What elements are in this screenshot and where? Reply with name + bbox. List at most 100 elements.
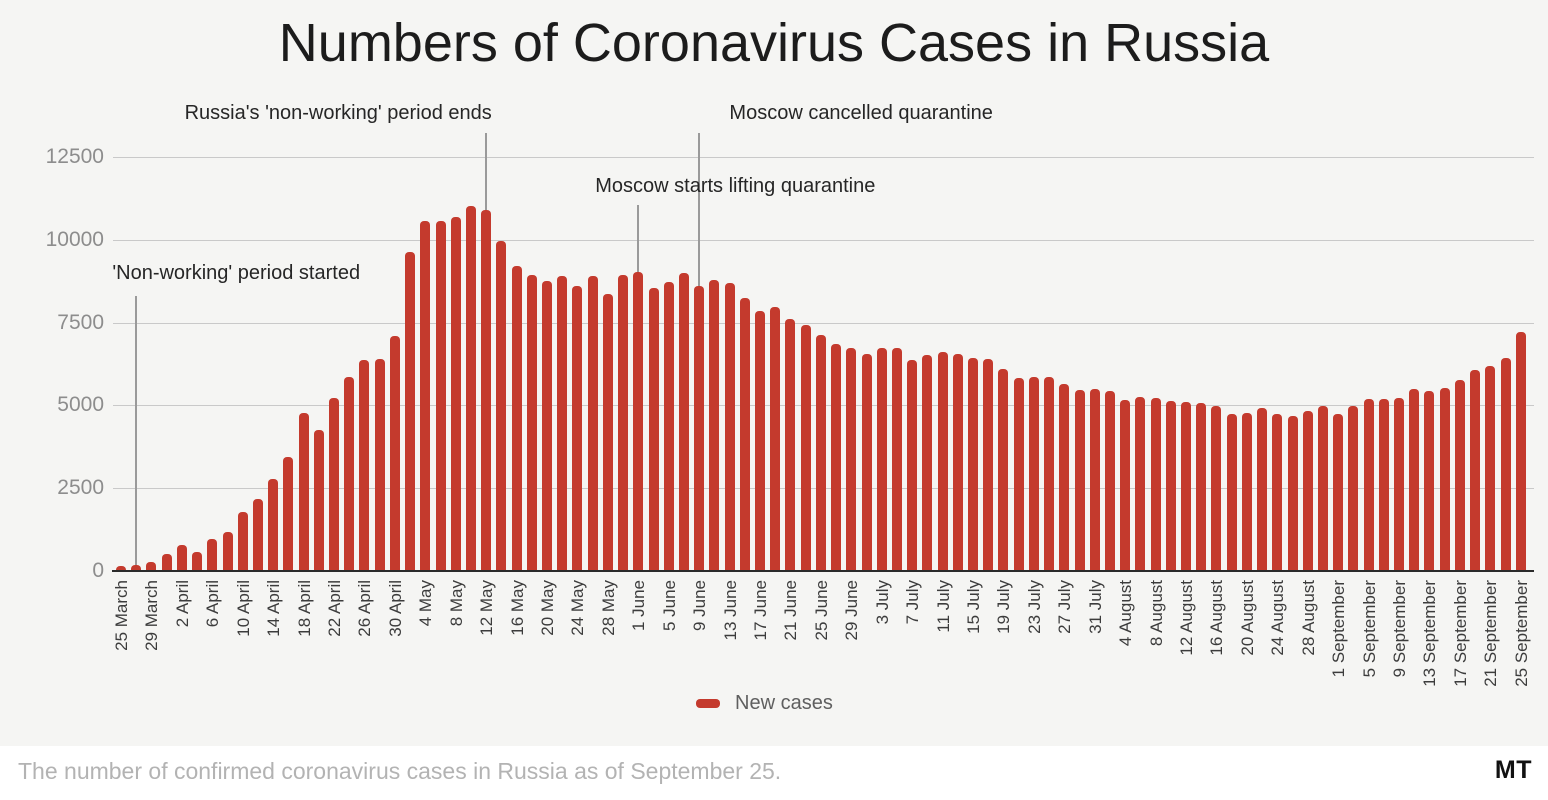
gridline xyxy=(113,239,1534,241)
legend-swatch xyxy=(696,699,720,708)
gridline xyxy=(113,322,1534,324)
bar xyxy=(1104,391,1115,571)
x-axis-label-text: 28 August xyxy=(1298,580,1318,656)
x-axis-label: 20 August xyxy=(1237,580,1257,700)
x-axis-label-text: 11 July xyxy=(933,580,953,633)
x-axis-label-text: 17 September xyxy=(1450,580,1470,687)
x-axis-label: 12 August xyxy=(1176,580,1196,700)
bar xyxy=(1363,398,1374,571)
x-axis-label-text: 22 April xyxy=(325,580,344,637)
x-axis-line xyxy=(112,570,1534,572)
bar xyxy=(252,498,263,571)
annotation-label: Moscow cancelled quarantine xyxy=(729,102,993,124)
bar xyxy=(1317,405,1328,571)
bar xyxy=(876,348,887,571)
x-axis-label: 23 July xyxy=(1024,580,1044,700)
bar xyxy=(815,335,826,571)
bar xyxy=(1165,401,1176,571)
x-axis-label: 16 August xyxy=(1206,580,1226,700)
x-axis-label-text: 15 July xyxy=(964,580,984,634)
bar xyxy=(907,360,918,571)
bar xyxy=(435,221,446,571)
x-axis-label-text: 9 June xyxy=(690,580,710,632)
x-axis-label: 28 August xyxy=(1298,580,1318,700)
x-axis-label-text: 29 June xyxy=(842,580,862,641)
bar xyxy=(694,286,705,571)
bar xyxy=(344,377,355,571)
bar xyxy=(1059,384,1070,571)
x-axis-label-text: 1 June xyxy=(629,580,649,632)
x-axis-label-text: 31 July xyxy=(1085,580,1105,634)
x-axis-label-text: 27 July xyxy=(1055,580,1075,634)
bar xyxy=(861,353,872,571)
x-axis-label-text: 16 May xyxy=(507,580,527,636)
bar xyxy=(146,562,157,571)
x-axis-label: 28 May xyxy=(598,580,618,700)
x-axis-label-text: 12 August xyxy=(1177,580,1197,656)
bar xyxy=(1028,377,1039,571)
y-axis-label: 7500 xyxy=(57,310,104,334)
x-axis-label: 25 September xyxy=(1511,580,1531,700)
bar xyxy=(192,551,203,571)
x-axis-label: 24 May xyxy=(567,580,587,700)
x-axis-label-text: 8 August xyxy=(1146,580,1166,647)
x-axis-label: 8 May xyxy=(446,580,466,700)
x-axis-label: 24 August xyxy=(1267,580,1287,700)
footer-caption: The number of confirmed coronavirus case… xyxy=(18,758,782,784)
x-axis-label: 6 April xyxy=(202,580,222,700)
bar xyxy=(709,280,720,571)
x-axis-label: 10 April xyxy=(233,580,253,700)
footer: The number of confirmed coronavirus case… xyxy=(0,746,1548,800)
x-axis-label-text: 21 June xyxy=(781,580,801,641)
y-axis-label: 0 xyxy=(92,559,104,582)
annotation-line xyxy=(135,296,138,571)
bar xyxy=(937,352,948,571)
bar xyxy=(739,297,750,571)
bar xyxy=(968,358,979,571)
bar xyxy=(724,282,735,571)
x-axis-label-text: 9 September xyxy=(1390,580,1410,678)
bar xyxy=(329,397,339,571)
bar xyxy=(1211,406,1222,571)
x-axis-label-text: 8 May xyxy=(446,580,466,627)
x-axis-label-text: 5 June xyxy=(659,580,679,632)
x-axis-label: 4 May xyxy=(415,580,435,700)
x-axis-label-text: 12 May xyxy=(477,580,497,636)
bar xyxy=(891,347,902,571)
bar xyxy=(1485,365,1496,571)
bar xyxy=(481,210,492,571)
bar xyxy=(1394,398,1405,571)
bar xyxy=(648,288,659,571)
x-axis-label-text: 5 September xyxy=(1359,580,1379,678)
bar xyxy=(770,306,781,571)
x-axis-label: 25 March xyxy=(111,580,131,700)
x-axis-label: 14 April xyxy=(263,580,283,700)
bar xyxy=(450,216,461,571)
x-axis-label-text: 1 September xyxy=(1329,580,1349,678)
x-axis-label: 29 March xyxy=(141,580,161,700)
bar xyxy=(1013,377,1024,571)
bar xyxy=(496,240,507,571)
bar xyxy=(1226,413,1237,571)
plot-area xyxy=(112,157,1534,572)
bar xyxy=(1257,408,1268,571)
x-axis-label: 2 April xyxy=(172,580,192,700)
bar xyxy=(1120,400,1131,571)
bar xyxy=(587,275,598,571)
bar xyxy=(618,274,629,571)
x-axis-label: 31 July xyxy=(1085,580,1105,700)
bar xyxy=(359,360,370,571)
x-axis-label: 21 September xyxy=(1480,580,1500,700)
x-axis-label: 20 May xyxy=(537,580,557,700)
x-axis-label-text: 30 April xyxy=(385,580,405,637)
chart-image: Numbers of Coronavirus Cases in Russia N… xyxy=(0,0,1548,746)
bar xyxy=(298,412,309,571)
bar xyxy=(983,358,994,571)
x-axis-label: 12 May xyxy=(476,580,496,700)
x-axis-label-text: 4 May xyxy=(416,580,436,627)
x-axis-label: 30 April xyxy=(385,580,405,700)
bar xyxy=(1287,416,1298,571)
gridline xyxy=(113,157,1534,158)
bar xyxy=(831,344,842,571)
bar xyxy=(1409,389,1420,571)
